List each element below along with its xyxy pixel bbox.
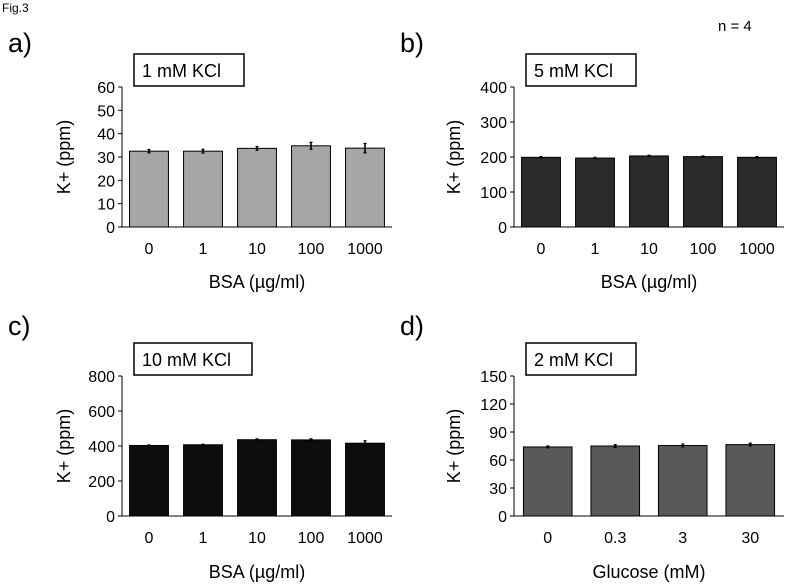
- x-axis-label: BSA (µg/ml): [209, 272, 305, 292]
- x-axis-label: Glucose (mM): [592, 562, 705, 582]
- y-tick-label: 30: [97, 150, 115, 167]
- y-tick-label: 60: [489, 453, 507, 470]
- bar: [737, 156, 777, 228]
- bar: [291, 145, 331, 228]
- title-box: [133, 53, 245, 87]
- x-tick-label: 0: [543, 530, 552, 547]
- y-tick-label: 60: [97, 80, 115, 97]
- bar: [129, 444, 169, 517]
- y-tick-label: 0: [498, 509, 507, 526]
- y-tick-label: 50: [97, 103, 115, 120]
- chart-title: 10 mM KCl: [142, 350, 231, 370]
- title-box: [133, 342, 253, 376]
- bar: [521, 156, 561, 228]
- x-tick-label: 10: [248, 530, 266, 547]
- y-axis-label: K+ (ppm): [54, 409, 74, 484]
- bar: [237, 147, 277, 228]
- y-axis-label: K+ (ppm): [444, 120, 464, 195]
- y-tick-label: 150: [480, 369, 507, 386]
- x-tick-label: 0.3: [604, 530, 626, 547]
- bar: [590, 445, 641, 517]
- y-axis-label: K+ (ppm): [444, 409, 464, 484]
- y-tick-label: 0: [106, 509, 115, 526]
- bar: [291, 439, 331, 517]
- bar: [522, 446, 573, 517]
- bar: [657, 445, 708, 517]
- panel-letter: a): [8, 28, 32, 58]
- y-tick-label: 100: [480, 185, 507, 202]
- bar: [575, 157, 615, 228]
- chart-title: 2 mM KCl: [534, 350, 613, 370]
- x-tick-label: 0: [537, 241, 546, 258]
- bar: [683, 156, 723, 228]
- y-tick-label: 40: [97, 127, 115, 144]
- x-axis-label: BSA (µg/ml): [601, 272, 697, 292]
- y-tick-label: 120: [480, 397, 507, 414]
- y-axis-label: K+ (ppm): [54, 120, 74, 195]
- x-tick-label: 10: [640, 241, 658, 258]
- y-tick-label: 800: [88, 369, 115, 386]
- y-tick-label: 400: [88, 439, 115, 456]
- x-tick-label: 100: [298, 241, 325, 258]
- title-box: [525, 342, 637, 376]
- x-tick-label: 0: [145, 241, 154, 258]
- panel-letter: d): [400, 311, 424, 341]
- title-box: [525, 53, 637, 87]
- y-tick-label: 10: [97, 197, 115, 214]
- bar: [345, 147, 385, 228]
- y-tick-label: 0: [106, 220, 115, 237]
- x-tick-label: 0: [145, 530, 154, 547]
- x-tick-label: 1000: [347, 530, 383, 547]
- x-tick-label: 1: [591, 241, 600, 258]
- x-tick-label: 3: [678, 530, 687, 547]
- figure-label: Fig.3: [2, 1, 29, 15]
- x-tick-label: 1: [199, 241, 208, 258]
- y-tick-label: 200: [88, 474, 115, 491]
- y-tick-label: 300: [480, 115, 507, 132]
- x-tick-label: 100: [690, 241, 717, 258]
- bar: [129, 150, 169, 228]
- y-tick-label: 90: [489, 425, 507, 442]
- x-tick-label: 1000: [347, 241, 383, 258]
- x-tick-label: 30: [741, 530, 759, 547]
- chart-title: 5 mM KCl: [534, 61, 613, 81]
- bar: [629, 155, 669, 228]
- y-tick-label: 400: [480, 80, 507, 97]
- y-tick-label: 20: [97, 173, 115, 190]
- panel-letter: c): [8, 311, 31, 341]
- x-tick-label: 1000: [739, 241, 775, 258]
- y-tick-label: 600: [88, 404, 115, 421]
- bar: [345, 442, 385, 517]
- bar: [237, 439, 277, 517]
- bar: [183, 444, 223, 517]
- chart-title: 1 mM KCl: [142, 61, 221, 81]
- bar: [183, 150, 223, 228]
- y-tick-label: 30: [489, 481, 507, 498]
- x-tick-label: 100: [298, 530, 325, 547]
- x-tick-label: 1: [199, 530, 208, 547]
- y-tick-label: 200: [480, 150, 507, 167]
- x-tick-label: 10: [248, 241, 266, 258]
- sample-size-label: n = 4: [718, 18, 752, 35]
- x-axis-label: BSA (µg/ml): [209, 562, 305, 582]
- y-tick-label: 0: [498, 220, 507, 237]
- bar: [725, 444, 776, 517]
- panel-letter: b): [400, 28, 424, 58]
